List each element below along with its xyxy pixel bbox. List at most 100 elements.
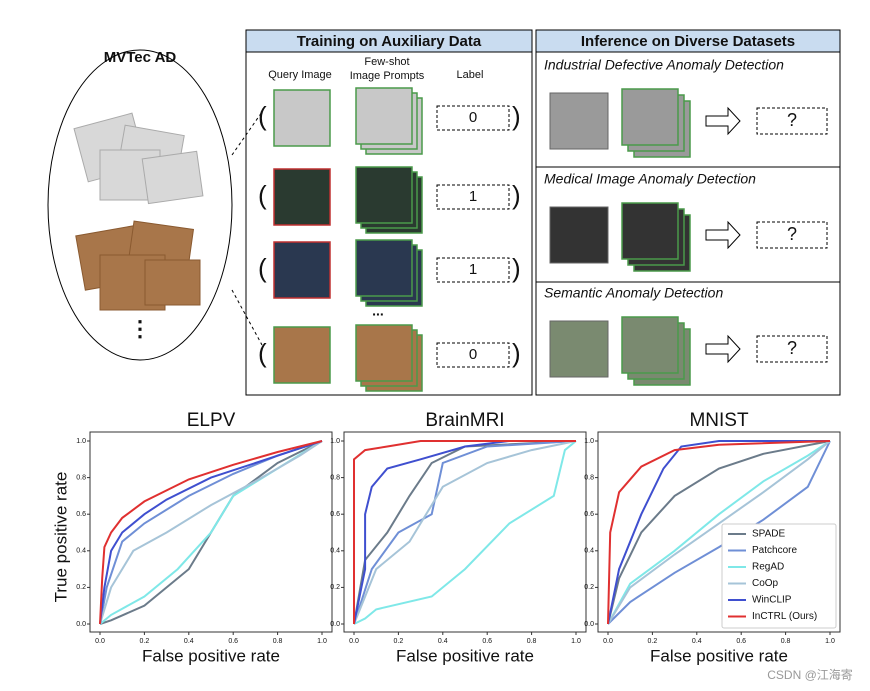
arrow <box>231 111 263 156</box>
roc-curve <box>99 440 323 625</box>
x-tick-label: 0.6 <box>228 638 238 645</box>
watermark: CSDN @江海寄 <box>767 667 853 682</box>
task-name: Industrial Defective Anomaly Detection <box>544 57 784 73</box>
query-image <box>273 89 331 147</box>
prompt-image <box>621 202 679 260</box>
y-tick-label: 0.6 <box>76 511 86 518</box>
output: ? <box>787 338 797 358</box>
x-tick-label: 1.0 <box>571 638 581 645</box>
y-tick-label: 0.4 <box>330 548 340 555</box>
paren: ( <box>258 253 267 283</box>
chart-title: MNIST <box>689 410 749 431</box>
query-image <box>273 241 331 299</box>
x-tick-label: 0.4 <box>692 638 702 645</box>
output-box <box>756 221 828 249</box>
y-tick-label: 0.2 <box>330 584 340 591</box>
x-tick-label: 0.8 <box>527 638 537 645</box>
label-box <box>436 105 510 131</box>
arrow <box>231 289 263 346</box>
plot-frame <box>597 431 841 633</box>
query-image <box>549 206 609 264</box>
y-tick-label: 1.0 <box>330 438 340 445</box>
y-tick-label: 1.0 <box>76 438 86 445</box>
x-tick-label: 1.0 <box>825 638 835 645</box>
prompt-image <box>621 316 679 374</box>
y-tick-label: 0.6 <box>330 511 340 518</box>
roc-curve <box>607 440 831 625</box>
x-tick-label: 0.0 <box>95 638 105 645</box>
task-name: Medical Image Anomaly Detection <box>544 171 756 187</box>
x-axis-label: False positive rate <box>142 646 280 665</box>
x-tick-label: 0.6 <box>736 638 746 645</box>
inference-header <box>535 29 841 53</box>
paren: ) <box>512 253 521 283</box>
roc-curve <box>353 440 576 624</box>
y-tick-label: 0.4 <box>76 548 86 555</box>
x-axis-label: False positive rate <box>650 646 788 665</box>
y-tick-label: 0.2 <box>584 584 594 591</box>
x-tick-label: 0.8 <box>273 638 283 645</box>
x-tick-label: 0.2 <box>394 638 404 645</box>
paren: ) <box>512 180 521 210</box>
screw-images <box>73 112 204 205</box>
roc-curve <box>607 440 831 625</box>
wood-images <box>75 220 201 311</box>
column-header: Query Image <box>268 69 332 81</box>
output: ? <box>787 110 797 130</box>
x-tick-label: 1.0 <box>317 638 327 645</box>
prompt-image <box>355 239 413 297</box>
y-tick-label: 0.8 <box>584 474 594 481</box>
y-tick-label: 0.0 <box>330 621 340 628</box>
legend-label: WinCLIP <box>752 595 792 606</box>
legend <box>721 523 837 629</box>
roc-curve <box>353 440 577 625</box>
roc-curve <box>607 440 831 625</box>
x-axis-label: False positive rate <box>396 646 534 665</box>
label-box <box>436 184 510 210</box>
arrow <box>705 106 741 136</box>
y-tick-label: 0.0 <box>76 621 86 628</box>
prompt-image <box>621 88 679 146</box>
y-tick-label: 0.2 <box>76 584 86 591</box>
roc-curve <box>353 440 577 625</box>
arrow <box>705 220 741 250</box>
ellipsis: ... <box>372 303 384 319</box>
label-box <box>436 257 510 283</box>
dataset-ellipse <box>47 49 233 361</box>
legend-label: InCTRL (Ours) <box>752 611 817 622</box>
label-value: 1 <box>469 261 477 278</box>
y-tick-label: 0.0 <box>584 621 594 628</box>
query-image <box>273 326 331 384</box>
legend-label: CoOp <box>752 578 779 589</box>
column-header: Image Prompts <box>350 70 425 82</box>
roc-curve <box>99 440 323 625</box>
roc-curve <box>607 440 830 625</box>
x-tick-label: 0.2 <box>140 638 150 645</box>
inference-title: Inference on Diverse Datasets <box>581 33 795 50</box>
paren: ( <box>258 180 267 210</box>
output: ? <box>787 224 797 244</box>
column-header: Few-shot <box>364 56 409 68</box>
chart-title: BrainMRI <box>425 410 504 431</box>
x-tick-label: 0.2 <box>648 638 658 645</box>
y-tick-label: 0.6 <box>584 511 594 518</box>
x-tick-label: 0.0 <box>603 638 613 645</box>
roc-curve <box>607 440 831 625</box>
roc-curve <box>353 440 576 625</box>
chart-title: ELPV <box>187 410 236 431</box>
legend-label: RegAD <box>752 562 784 573</box>
roc-curve <box>99 440 323 625</box>
paren: ( <box>258 338 267 368</box>
roc-curve <box>353 440 577 625</box>
query-image <box>549 320 609 378</box>
x-tick-label: 0.8 <box>781 638 791 645</box>
prompt-image <box>355 324 413 382</box>
x-tick-label: 0.6 <box>482 638 492 645</box>
paren: ) <box>512 101 521 131</box>
y-tick-label: 1.0 <box>584 438 594 445</box>
label-box <box>436 342 510 368</box>
legend-label: SPADE <box>752 529 785 540</box>
ellipsis: ⋮ <box>129 316 151 341</box>
training-header <box>245 29 533 53</box>
